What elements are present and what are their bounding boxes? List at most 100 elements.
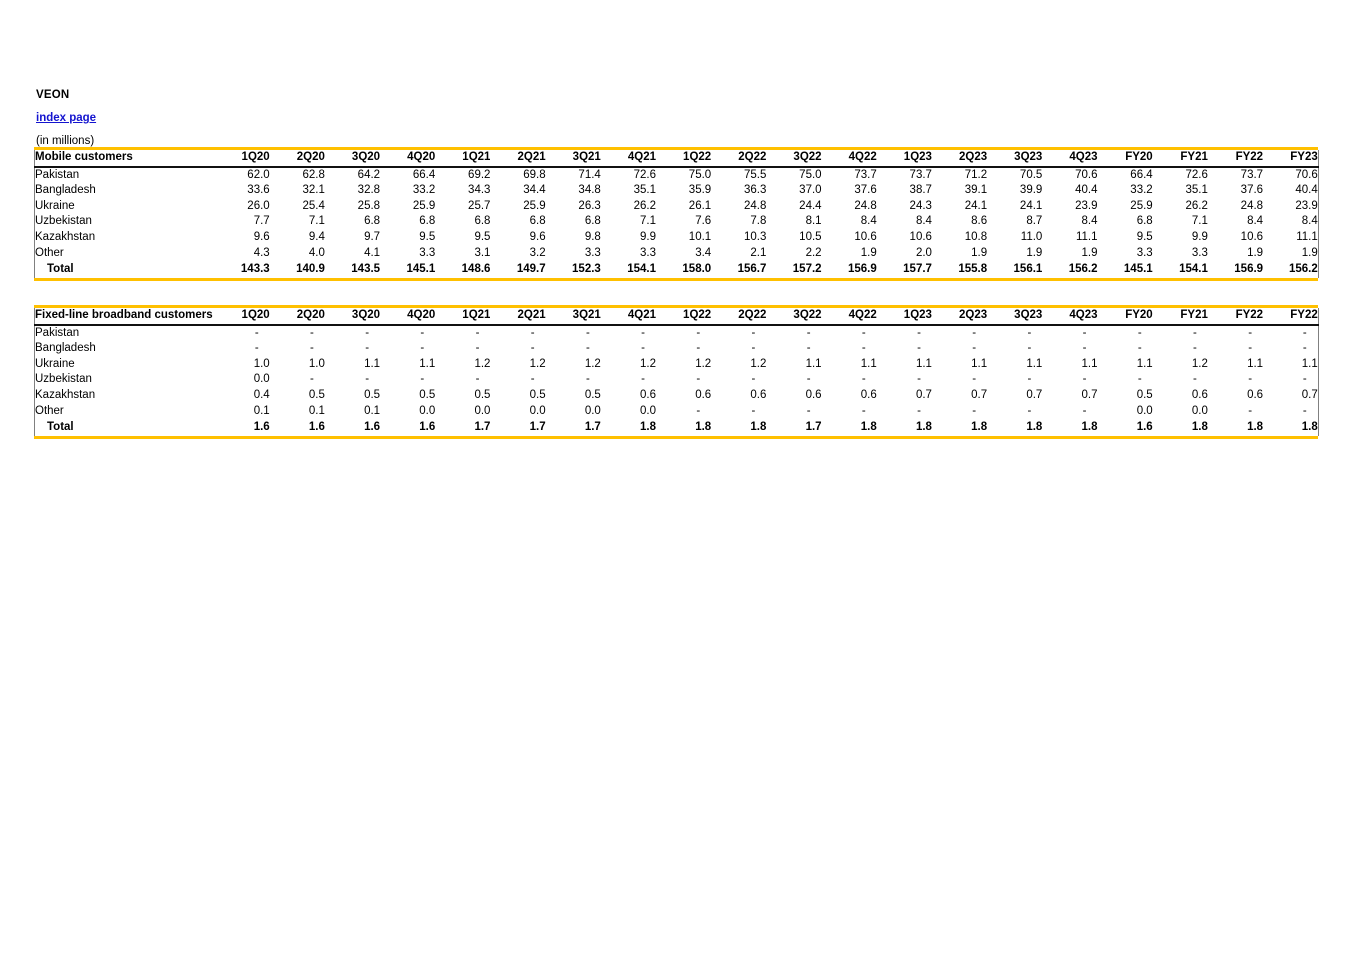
- total-4q21: 154.1: [627, 263, 656, 276]
- table-row: Ukraine 26.0 25.4 25.8 25.9 25.7 25.9 26.3 26.2 2…: [34, 198, 1319, 215]
- mobile-header-row: Mobile customers 1Q20 2Q20 3Q20 4Q20 1Q21 2Q21…: [34, 150, 1319, 168]
- cell-bangladesh-2q23: -: [972, 342, 977, 355]
- cell-ukraine-3q23: 1.1: [1026, 357, 1043, 370]
- cell-pakistan-fy21: 72.6: [1185, 168, 1208, 181]
- cell-kazakhstan-2q20: 9.4: [308, 230, 325, 243]
- cell-uzbekistan-4q22: 8.4: [860, 215, 877, 228]
- row-label-ukraine: Ukraine: [34, 198, 215, 215]
- cell-other-3q20: 0.1: [364, 404, 381, 417]
- table-row: Other 0.1 0.1 0.1 0.0 0.0 0.0 0.0 0.0- - - - - - - -0.0…: [34, 403, 1319, 420]
- cell-ukraine-4q23: 1.1: [1081, 357, 1098, 370]
- cell-other-3q23: -: [1027, 404, 1032, 417]
- cell-ukraine-fy21: 26.2: [1185, 199, 1208, 212]
- cell-pakistan-4q21: -: [641, 326, 645, 339]
- cell-bangladesh-1q20: -: [254, 342, 259, 355]
- cell-kazakhstan-fy23: 11.1: [1263, 229, 1319, 246]
- cell-kazakhstan-fy20: 9.5: [1136, 230, 1153, 243]
- cell-bangladesh-1q23: -: [917, 342, 921, 355]
- column-header-1q20: 1Q20: [214, 308, 270, 326]
- cell-pakistan-1q21: 69.2: [468, 168, 491, 181]
- cell-uzbekistan-4q22: -: [861, 373, 866, 386]
- cell-kazakhstan-1q21: 9.5: [474, 230, 491, 243]
- cell-ukraine-1q22: 26.1: [688, 199, 712, 212]
- cell-uzbekistan-2q20: 7.1: [308, 215, 325, 228]
- cell-uzbekistan-2q21: -: [530, 373, 535, 386]
- cell-uzbekistan-2q22: -: [751, 373, 756, 386]
- cell-pakistan-3q21: 71.4: [578, 168, 601, 181]
- cell-bangladesh-3q22: 37.0: [799, 184, 822, 197]
- cell-other-1q21: 3.1: [474, 246, 491, 259]
- cell-other-2q23: -: [972, 404, 977, 417]
- total-1q23: 1.8: [915, 421, 932, 434]
- table-row: Pakistan 62.0 62.8 64.2 66.4 69.2 69.8 71.4 72.6…: [34, 166, 1319, 184]
- column-header-1q20: 1Q20: [214, 150, 270, 168]
- cell-kazakhstan-2q20: 0.5: [308, 388, 325, 401]
- cell-kazakhstan-3q22: 0.6: [805, 388, 822, 401]
- column-header-fy20: FY20: [1097, 308, 1153, 326]
- cell-uzbekistan-1q23: -: [917, 373, 921, 386]
- cell-other-fy22: 1.9: [1247, 246, 1264, 259]
- cell-bangladesh-4q21: 35.1: [633, 184, 656, 197]
- column-header-fy22: FY22: [1263, 308, 1319, 326]
- cell-bangladesh-4q20: -: [420, 342, 425, 355]
- total-1q22: 158.0: [682, 263, 712, 276]
- cell-bangladesh-3q21: -: [585, 342, 590, 355]
- cell-pakistan-2q22: -: [751, 326, 756, 339]
- cell-ukraine-1q20: 26.0: [247, 199, 270, 212]
- column-header-2q22: 2Q22: [711, 308, 767, 326]
- total-2q21: 149.7: [516, 263, 546, 276]
- total-1q22: 1.8: [695, 421, 712, 434]
- cell-uzbekistan-fy22: 8.4: [1247, 215, 1264, 228]
- fixed-title: Fixed-line broadband customers: [34, 308, 215, 326]
- cell-uzbekistan-3q22: 8.1: [805, 215, 822, 228]
- cell-ukraine-4q21: 26.2: [633, 199, 656, 212]
- cell-other-4q21: 3.3: [640, 246, 656, 259]
- column-header-fy21: FY21: [1152, 150, 1208, 168]
- cell-other-1q22: -: [696, 404, 701, 417]
- cell-ukraine-fy22: 24.8: [1240, 199, 1264, 212]
- row-label-uzbekistan: Uzbekistan: [34, 372, 215, 388]
- cell-ukraine-4q23: 23.9: [1075, 199, 1098, 212]
- cell-kazakhstan-3q20: 0.5: [364, 388, 381, 401]
- cell-other-1q23: 2.0: [915, 246, 932, 259]
- cell-pakistan-1q23: -: [917, 326, 921, 339]
- column-header-4q23: 4Q23: [1042, 308, 1098, 326]
- cell-other-3q22: -: [806, 404, 811, 417]
- cell-kazakhstan-2q23: 0.7: [971, 388, 988, 401]
- cell-ukraine-fy22: 1.1: [1247, 357, 1264, 370]
- cell-kazakhstan-2q21: 0.5: [529, 388, 546, 401]
- total-3q20: 1.6: [364, 421, 381, 434]
- cell-kazakhstan-3q20: 9.7: [364, 230, 381, 243]
- cell-bangladesh-3q21: 34.8: [578, 184, 601, 197]
- column-header-3q23: 3Q23: [987, 150, 1043, 168]
- cell-uzbekistan-3q20: 6.8: [364, 215, 381, 228]
- cell-uzbekistan-1q22: 7.6: [695, 215, 712, 228]
- cell-bangladesh-fy20: -: [1137, 342, 1142, 355]
- cell-ukraine-3q22: 24.4: [799, 199, 822, 212]
- index-page-link[interactable]: index page: [36, 112, 97, 124]
- row-label-bangladesh: Bangladesh: [34, 183, 215, 199]
- cell-ukraine-3q22: 1.1: [805, 357, 822, 370]
- cell-bangladesh-3q23: -: [1027, 342, 1032, 355]
- cell-uzbekistan-1q21: 6.8: [474, 215, 491, 228]
- column-header-3q21: 3Q21: [545, 308, 601, 326]
- cell-uzbekistan-fy21: -: [1193, 373, 1197, 386]
- total-1q21: 148.6: [461, 263, 491, 276]
- cell-bangladesh-3q23: 39.9: [1019, 184, 1043, 197]
- cell-uzbekistan-2q22: 7.8: [750, 215, 767, 228]
- column-header-4q20: 4Q20: [380, 308, 436, 326]
- column-header-fy20: FY20: [1097, 150, 1153, 168]
- total-fy22: 1.8: [1263, 419, 1319, 436]
- total-1q20: 143.3: [240, 263, 270, 276]
- cell-uzbekistan-1q20: 0.0: [253, 373, 270, 386]
- cell-kazakhstan-1q20: 0.4: [253, 388, 270, 401]
- cell-other-2q22: 2.1: [750, 246, 767, 259]
- cell-kazakhstan-fy21: 9.9: [1191, 230, 1208, 243]
- total-row: Total 143.3 140.9 143.5 145.1 148.6 149.7 152.3…: [34, 261, 1319, 278]
- total-1q21: 1.7: [474, 421, 491, 434]
- cell-kazakhstan-3q23: 11.0: [1020, 230, 1043, 243]
- table-row: Uzbekistan 0.0- - - - - - - - - - - - - - - - - - -: [34, 372, 1319, 388]
- cell-ukraine-2q21: 1.2: [529, 357, 546, 370]
- total-3q21: 152.3: [572, 263, 601, 276]
- cell-uzbekistan-2q21: 6.8: [529, 215, 546, 228]
